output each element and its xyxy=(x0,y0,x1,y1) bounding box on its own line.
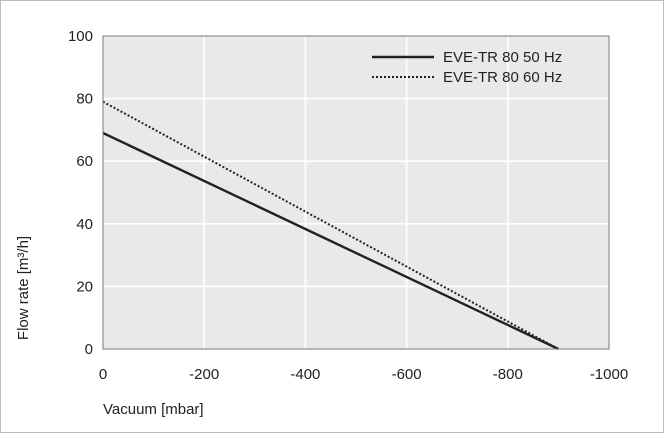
plot-area xyxy=(103,36,609,349)
x-tick-label: -600 xyxy=(392,366,422,383)
x-tick-label: 0 xyxy=(99,366,107,383)
grid-lines xyxy=(103,36,609,349)
plot-frame xyxy=(102,35,610,350)
plot-background xyxy=(103,36,609,349)
x-tick-label: -200 xyxy=(189,366,219,383)
tick-labels: 0 -200 -400 -600 -800 -1000 0 20 40 60 80 100 xyxy=(68,28,628,383)
y-tick-label: 20 xyxy=(76,278,93,295)
x-tick-label: -1000 xyxy=(590,366,628,383)
y-tick-label: 100 xyxy=(68,28,93,45)
plot-frame-border xyxy=(102,35,610,350)
series-line-50hz xyxy=(102,131,559,351)
x-axis-label: Vacuum [mbar] xyxy=(103,401,204,418)
series-lines xyxy=(102,100,559,351)
y-tick-label: 80 xyxy=(76,91,93,108)
x-tick-label: -400 xyxy=(290,366,320,383)
legend-label: EVE-TR 80 60 Hz xyxy=(443,69,562,86)
y-tick-label: 60 xyxy=(76,153,93,170)
x-tick-label: -800 xyxy=(493,366,523,383)
y-axis-label: Flow rate [m³/h] xyxy=(15,236,32,340)
y-tick-label: 40 xyxy=(76,216,93,233)
legend: EVE-TR 80 50 Hz EVE-TR 80 60 Hz xyxy=(372,49,562,86)
y-tick-label: 0 xyxy=(85,341,93,358)
legend-label: EVE-TR 80 50 Hz xyxy=(443,49,562,66)
